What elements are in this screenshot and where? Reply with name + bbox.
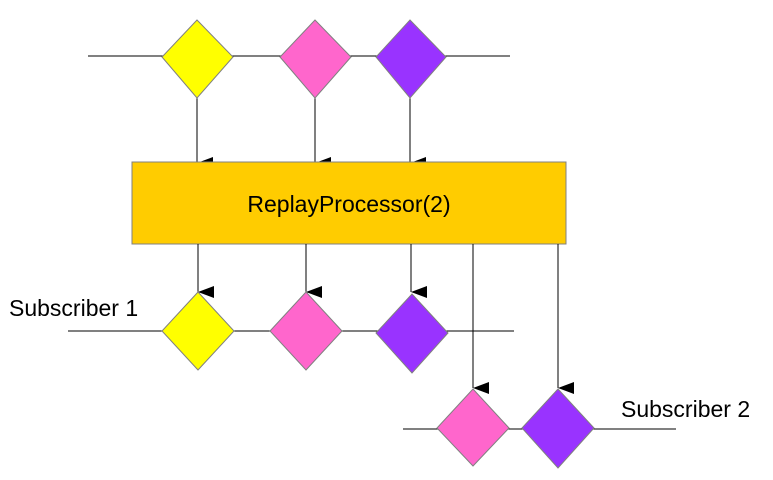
- sub1-item-yellow: [161, 291, 235, 371]
- sub1-item-purple: [375, 293, 449, 374]
- subscriber2-label: Subscriber 2: [621, 396, 750, 422]
- sub2-item-pink: [436, 388, 510, 467]
- processor-box: [131, 161, 567, 245]
- source-item-pink: [279, 19, 352, 99]
- sub1-item-pink: [269, 291, 343, 371]
- source-item-yellow: [161, 19, 234, 99]
- processor-label: ReplayProcessor(2): [247, 191, 450, 217]
- sub2-item-purple: [521, 388, 595, 469]
- source-item-purple: [375, 19, 447, 99]
- subscriber1-label: Subscriber 1: [9, 295, 138, 321]
